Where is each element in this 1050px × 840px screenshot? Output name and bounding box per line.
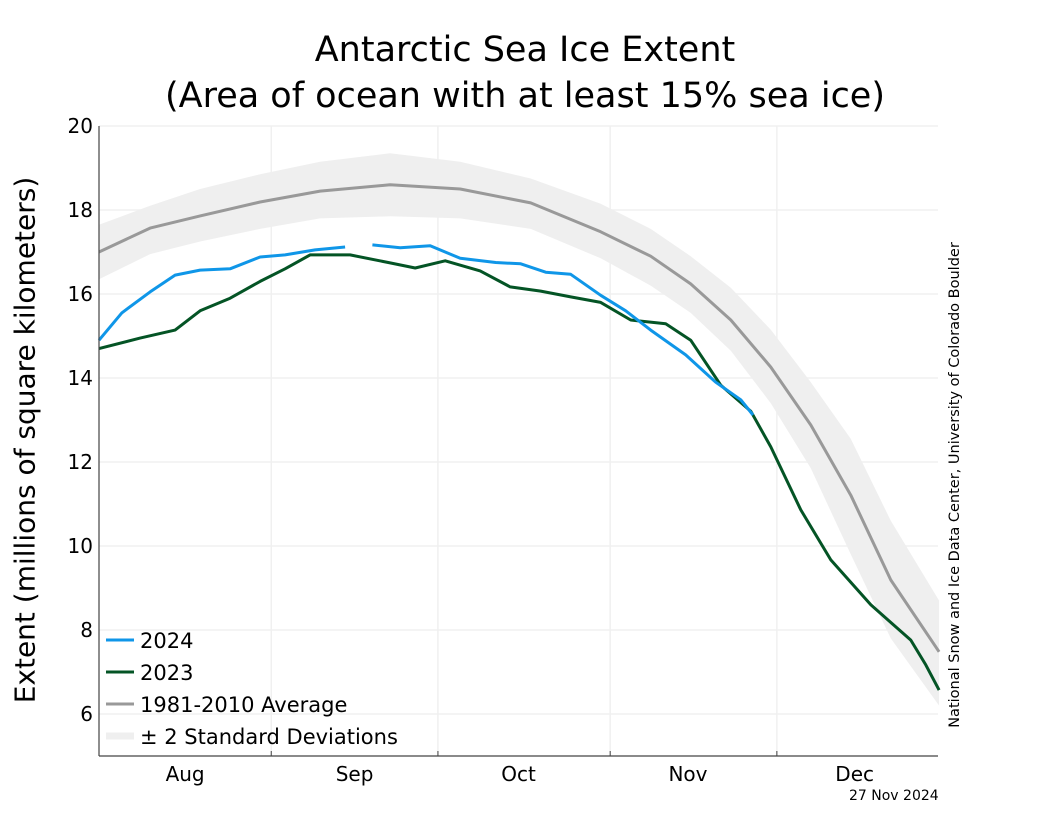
chart-title: Antarctic Sea Ice Extent — [314, 30, 736, 70]
x-tick-label: Oct — [501, 762, 536, 786]
date-stamp: 27 Nov 2024 — [849, 788, 939, 804]
y-tick-label: 6 — [80, 702, 93, 726]
y-tick-label: 8 — [80, 618, 93, 642]
y-tick-label: 18 — [68, 198, 93, 222]
y-tick-label: 14 — [68, 366, 93, 390]
legend-label: 2024 — [140, 629, 193, 653]
x-tick-label: Aug — [166, 762, 205, 786]
series-layer — [97, 183, 941, 691]
x-tick-label: Sep — [336, 762, 374, 786]
x-tick-label: Dec — [835, 762, 874, 786]
axes: 6 8 10 12 14 16 18 20 Aug Sep Oct Nov Dec — [68, 114, 938, 786]
y-tick-label: 12 — [68, 450, 93, 474]
series-line-2023 — [98, 253, 941, 691]
std-dev-band — [99, 153, 940, 706]
y-tick-label: 20 — [68, 114, 93, 138]
legend-label: 2023 — [140, 661, 193, 685]
series-line-1981-2010-average — [98, 183, 941, 653]
y-tick-label: 16 — [68, 282, 93, 306]
series-line-2024 — [372, 243, 755, 416]
legend-label: 1981-2010 Average — [140, 693, 347, 717]
series-line-2024 — [97, 245, 346, 342]
legend: 2024 2023 1981-2010 Average ± 2 Standard De… — [106, 629, 398, 749]
legend-label: ± 2 Standard Deviations — [140, 725, 398, 749]
std-dev-band-layer — [99, 153, 940, 706]
x-tick-label: Nov — [668, 762, 707, 786]
y-tick-label: 10 — [68, 534, 93, 558]
chart-subtitle: (Area of ocean with at least 15% sea ice… — [164, 76, 885, 116]
